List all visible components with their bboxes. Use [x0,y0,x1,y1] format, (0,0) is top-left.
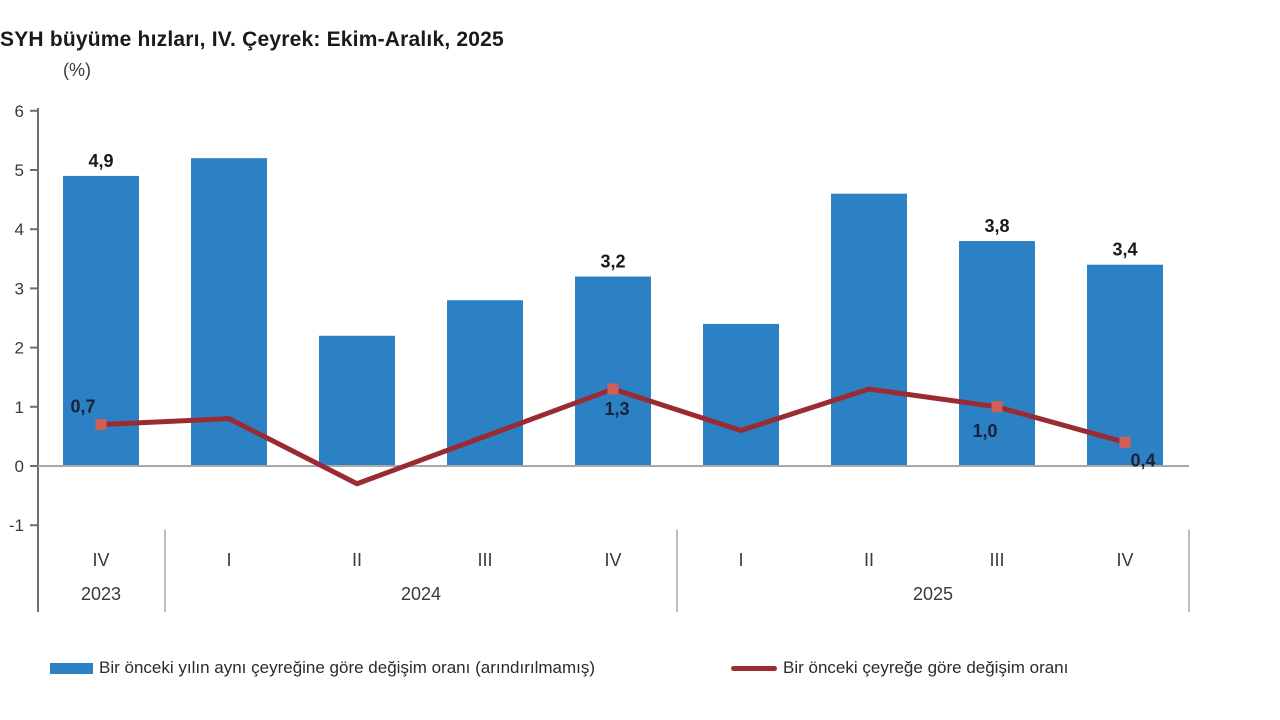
quarter-label: III [989,550,1004,570]
bar [575,276,651,466]
chart-title: SYH büyüme hızları, IV. Çeyrek: Ekim-Ara… [0,28,504,51]
line-marker [607,383,619,395]
line-value-label: 0,4 [1130,450,1155,470]
quarter-label: IV [92,550,109,570]
line-marker [95,419,107,431]
line-marker [1119,436,1131,448]
bar [319,335,395,466]
line-value-label: 1,0 [972,421,997,441]
bar [1087,264,1163,466]
quarter-label: IV [604,550,621,570]
bar-value-label: 3,8 [984,216,1009,236]
bar-value-label: 4,9 [88,151,113,171]
y-axis-unit-label: (%) [63,60,91,80]
line-marker [991,401,1003,413]
y-tick-label: 0 [15,457,24,476]
bar-value-label: 3,4 [1112,240,1137,260]
bar-legend-label: Bir önceki yılın aynı çeyreğine göre değ… [99,658,596,677]
y-tick-label: -1 [9,516,24,535]
bar [703,323,779,466]
line-legend-swatch [731,665,777,671]
y-tick-label: 6 [15,102,24,121]
legend-item-line-series: Bir önceki çeyreğe göre değişim oranı [731,653,1068,683]
year-label: 2025 [913,584,953,604]
bar-value-label: 3,2 [600,252,625,272]
bar-legend-swatch [50,662,93,674]
bar [63,175,139,467]
bar [447,300,523,466]
quarter-label: III [477,550,492,570]
y-tick-label: 4 [15,220,24,239]
y-tick-label: 5 [15,161,24,180]
line-value-label: 0,7 [70,397,95,417]
bar [191,158,267,466]
quarter-label: II [352,550,362,570]
y-tick-label: 1 [15,398,24,417]
quarter-label: I [226,550,231,570]
bar [959,241,1035,466]
y-tick-label: 2 [15,339,24,358]
y-tick-label: 3 [15,279,24,298]
quarter-label: I [738,550,743,570]
quarter-label: IV [1116,550,1133,570]
line-legend-label: Bir önceki çeyreğe göre değişim oranı [783,658,1069,677]
year-label: 2024 [401,584,441,604]
line-value-label: 1,3 [604,399,629,419]
bar [831,193,907,466]
legend-item-bar-series: Bir önceki yılın aynı çeyreğine göre değ… [50,653,595,683]
chart-legend: Bir önceki yılın aynı çeyreğine göre değ… [0,653,1280,689]
quarter-label: II [864,550,874,570]
year-label: 2023 [81,584,121,604]
